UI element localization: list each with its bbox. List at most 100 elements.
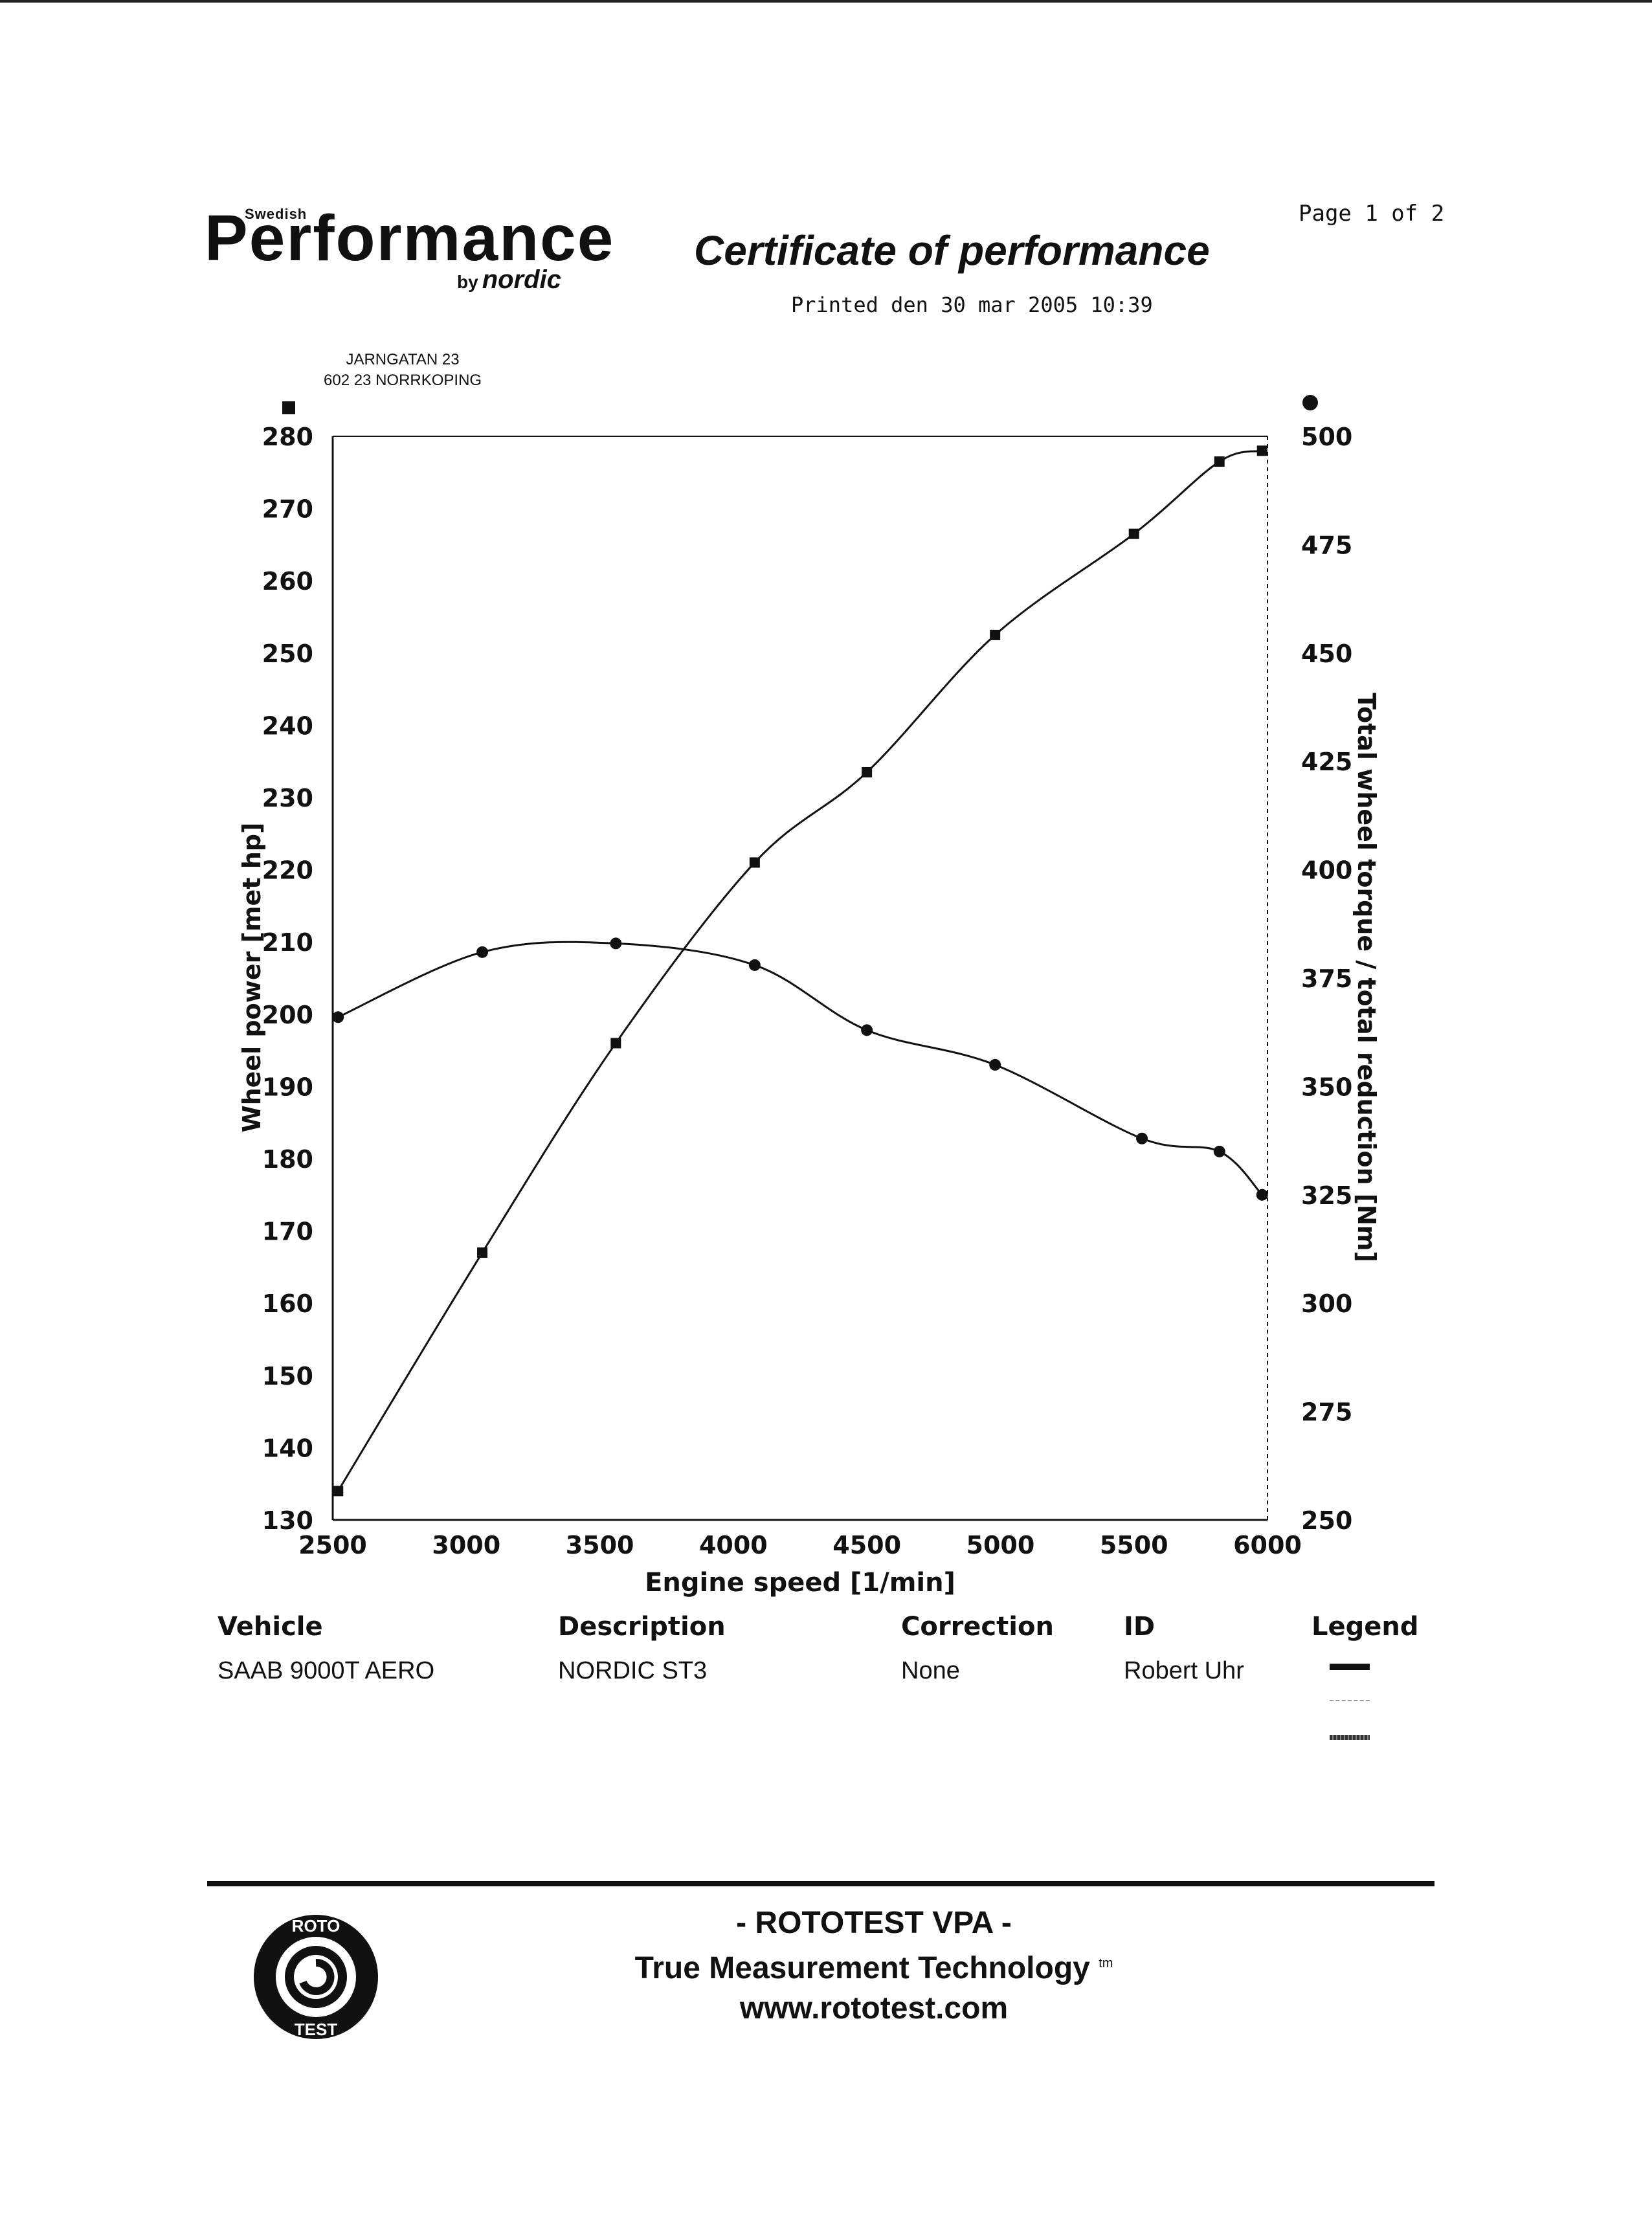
power-data-point [1128, 528, 1139, 539]
y2-axis-label: Total wheel torque / total reduction [Nm… [1352, 693, 1381, 1262]
address-city: 602 23 NORRKOPING [324, 372, 482, 389]
y-tick-label: 250 [262, 640, 313, 668]
x-tick-label: 4500 [832, 1531, 901, 1559]
torque-data-point [989, 1058, 1001, 1071]
y-tick-label: 210 [262, 928, 313, 957]
power-data-point [333, 1486, 344, 1497]
x-tick-label: 6000 [1233, 1531, 1302, 1559]
torque-data-point [1256, 1189, 1268, 1201]
vehicle-table: Vehicle SAAB 9000T AERO Description NORD… [0, 1612, 1652, 1754]
brand-by: by [457, 272, 478, 292]
footer-website: www.rototest.com [739, 1991, 1009, 2026]
vehicle-value: SAAB 9000T AERO [218, 1657, 435, 1684]
legend-column: Legend [1312, 1612, 1419, 1642]
y2-tick-label: 475 [1301, 531, 1352, 559]
y-tick-label: 140 [262, 1434, 313, 1462]
description-header: Description [558, 1612, 726, 1642]
footer-text: - ROTOTEST VPA - True Measurement Techno… [453, 1903, 1295, 2029]
legend-header: Legend [1312, 1612, 1419, 1642]
address: JARNGATAN 23 602 23 NORRKOPING [324, 350, 482, 391]
power-series-line [337, 449, 1263, 1492]
torque-data-point [1136, 1132, 1148, 1144]
footer-divider [207, 1881, 1434, 1886]
y-tick-label: 230 [262, 784, 313, 812]
y2-tick-label: 375 [1301, 965, 1352, 993]
y-tick-label: 160 [262, 1289, 313, 1318]
description-value: NORDIC ST3 [558, 1657, 708, 1684]
y-tick-label: 130 [262, 1506, 313, 1535]
y2-tick-label: 300 [1301, 1289, 1352, 1318]
y2-tick-label: 325 [1301, 1181, 1352, 1210]
y-tick-label: 200 [262, 1001, 313, 1029]
torque-data-point [1213, 1145, 1225, 1157]
torque-data-point [476, 946, 489, 958]
left-axis-marker [282, 401, 295, 414]
vehicle-column: Vehicle SAAB 9000T AERO [218, 1612, 434, 1685]
y-tick-label: 150 [262, 1362, 313, 1390]
y-tick-label: 280 [262, 423, 313, 451]
x-tick-label: 3500 [566, 1531, 634, 1559]
brand-small-text: Swedish [245, 206, 307, 222]
logo-text-top: ROTO [292, 1916, 340, 1936]
x-tick-label: 2500 [298, 1531, 367, 1559]
y2-tick-label: 275 [1301, 1398, 1352, 1427]
correction-header: Correction [901, 1612, 1054, 1642]
y2-tick-label: 250 [1301, 1506, 1352, 1535]
power-data-point [862, 766, 873, 777]
y-tick-label: 240 [262, 711, 313, 740]
y-tick-label: 270 [262, 495, 313, 524]
torque-data-point [610, 937, 622, 950]
power-data-point [1256, 445, 1267, 456]
y-tick-label: 170 [262, 1218, 313, 1246]
logo-text-bottom: TEST [295, 2020, 338, 2039]
footer-company: - ROTOTEST VPA - [736, 1906, 1012, 1940]
footer-slogan: True Measurement Technology [634, 1951, 1090, 1985]
y2-tick-label: 425 [1301, 748, 1352, 776]
torque-series-line [337, 941, 1263, 1196]
rototest-logo: ROTO TEST [254, 1915, 378, 2039]
y2-tick-label: 400 [1301, 856, 1352, 885]
id-column: ID Robert Uhr [1124, 1612, 1244, 1685]
y-tick-label: 190 [262, 1073, 313, 1101]
torque-data-point [748, 959, 761, 971]
description-column: Description NORDIC ST3 [558, 1612, 726, 1685]
y2-tick-label: 350 [1301, 1073, 1352, 1101]
x-axis-label: Engine speed [1/min] [645, 1568, 955, 1598]
footer-trademark: tm [1099, 1956, 1113, 1970]
torque-data-point [332, 1011, 344, 1023]
power-data-point [990, 629, 1001, 640]
document-title: Certificate of performance [694, 227, 1210, 274]
x-tick-label: 5500 [1100, 1531, 1168, 1559]
y2-tick-label: 450 [1301, 640, 1352, 668]
brand-nordic: nordic [482, 265, 561, 294]
right-axis-marker [1302, 395, 1318, 410]
legend-line-hatched [1330, 1735, 1370, 1740]
address-street: JARNGATAN 23 [346, 351, 460, 368]
y-axis-label: Wheel power [met hp] [238, 823, 266, 1133]
y-tick-label: 260 [262, 567, 313, 596]
legend-line-light [1330, 1700, 1370, 1705]
power-data-point [1214, 456, 1225, 467]
power-data-point [749, 857, 760, 868]
id-value: Robert Uhr [1124, 1657, 1244, 1684]
vehicle-header: Vehicle [218, 1612, 323, 1642]
x-tick-label: 5000 [966, 1531, 1035, 1559]
x-tick-label: 4000 [699, 1531, 768, 1559]
y-tick-label: 180 [262, 1145, 313, 1174]
power-data-point [477, 1247, 488, 1258]
brand-subtitle: by nordic [457, 265, 561, 295]
power-data-point [610, 1038, 621, 1049]
correction-value: None [901, 1657, 960, 1684]
y2-tick-label: 500 [1301, 423, 1352, 451]
legend-line-solid [1330, 1664, 1370, 1670]
footer-slogan-row: True Measurement Technology tm [453, 1943, 1295, 1989]
torque-data-point [861, 1024, 873, 1036]
printed-date: Printed den 30 mar 2005 10:39 [791, 293, 1153, 317]
dyno-chart: 130 140 150 160 170 180 190 200 210 220 230 240 250 2… [238, 395, 1381, 1598]
correction-column: Correction None [901, 1612, 1054, 1685]
top-border [0, 0, 1652, 3]
page-number: Page 1 of 2 [1299, 201, 1445, 227]
brand-logo-text: Performance [205, 202, 615, 274]
y-tick-label: 220 [262, 856, 313, 885]
id-header: ID [1124, 1612, 1155, 1642]
